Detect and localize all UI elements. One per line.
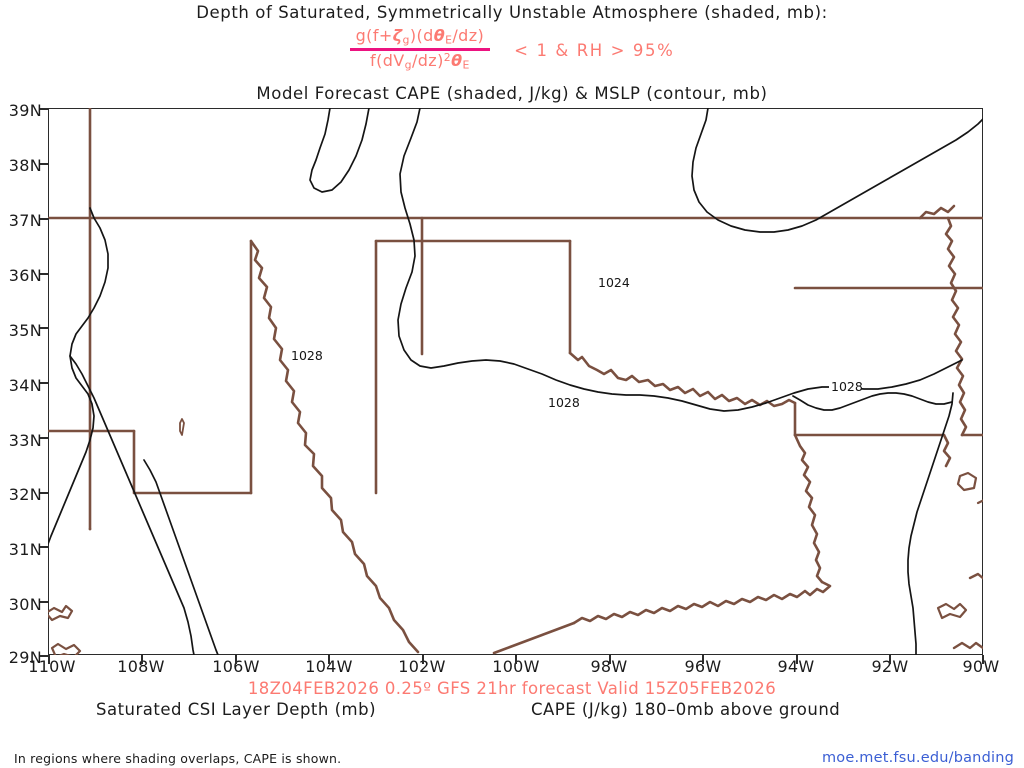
- formula-denominator: f(dVg/dz)2θE: [370, 51, 470, 72]
- source-link[interactable]: moe.met.fsu.edu/banding: [821, 750, 1014, 766]
- xtick-mark: [422, 655, 424, 664]
- ytick-mark: [40, 655, 49, 657]
- contour-label-halo: [289, 349, 321, 363]
- xtick-label-102w: 102W: [398, 657, 446, 676]
- contour-label: 1024: [598, 275, 630, 290]
- ytick-mark: [40, 108, 49, 110]
- ytick-label-38n: 38N: [8, 156, 42, 175]
- ytick-label-33n: 33N: [8, 431, 42, 450]
- xtick-mark: [328, 655, 330, 664]
- criterion-formula: g(f+ζg)(dθE/dz) f(dVg/dz)2θE < 1 & RH > …: [0, 26, 1024, 72]
- xtick-mark: [515, 655, 517, 664]
- ytick-label-32n: 32N: [8, 485, 42, 504]
- ytick-mark: [40, 327, 49, 329]
- contour-label-halo: [829, 380, 861, 394]
- fraction-bar: [349, 48, 491, 52]
- xtick-mark: [609, 655, 611, 664]
- ytick-mark: [40, 437, 49, 439]
- forecast-valid-line: 18Z04FEB2026 0.25º GFS 21hr forecast Val…: [247, 679, 777, 698]
- xtick-label-96w: 96W: [684, 657, 722, 676]
- map-plot[interactable]: 1024 1028 1028 1028: [48, 108, 983, 655]
- contour-label: 1028: [548, 395, 580, 410]
- xtick-label-92w: 92W: [871, 657, 909, 676]
- plot-frame: [48, 108, 983, 655]
- xtick-label-98w: 98W: [590, 657, 628, 676]
- mslp-contours: [48, 108, 983, 655]
- contour-label-halo: [596, 276, 628, 290]
- xtick-label-104w: 104W: [305, 657, 353, 676]
- contour-label: 1028: [291, 348, 323, 363]
- ytick-mark: [40, 546, 49, 548]
- ytick-label-29n: 29N: [8, 648, 42, 667]
- ytick-label-37n: 37N: [8, 211, 42, 230]
- ytick-mark: [40, 492, 49, 494]
- ytick-mark: [40, 601, 49, 603]
- ytick-mark: [40, 382, 49, 384]
- ytick-label-36n: 36N: [8, 266, 42, 285]
- ytick-label-35n: 35N: [8, 321, 42, 340]
- legend-csi-depth: Saturated CSI Layer Depth (mb): [96, 700, 377, 719]
- formula-numerator: g(f+ζg)(dθE/dz): [355, 26, 485, 47]
- ytick-mark: [40, 163, 49, 165]
- ytick-label-39n: 39N: [8, 101, 42, 120]
- xtick-label-90w: 90W: [962, 657, 1000, 676]
- page-subtitle: Model Forecast CAPE (shaded, J/kg) & MSL…: [256, 84, 768, 103]
- ytick-label-30n: 30N: [8, 595, 42, 614]
- contour-label-halo: [546, 396, 578, 410]
- xtick-label-94w: 94W: [777, 657, 815, 676]
- page-title: Depth of Saturated, Symmetrically Unstab…: [196, 3, 828, 22]
- map-canvas[interactable]: 1024 1028 1028 1028: [48, 108, 983, 655]
- ytick-mark: [40, 218, 49, 220]
- formula-fraction: g(f+ζg)(dθE/dz) f(dVg/dz)2θE: [349, 26, 491, 72]
- overlap-note: In regions where shading overlaps, CAPE …: [14, 751, 342, 766]
- xtick-mark: [235, 655, 237, 664]
- xtick-mark: [48, 655, 50, 664]
- xtick-label-110w: 110W: [28, 657, 76, 676]
- xtick-label-108w: 108W: [117, 657, 165, 676]
- xtick-mark: [141, 655, 143, 664]
- xtick-label-100w: 100W: [492, 657, 540, 676]
- xtick-mark: [702, 655, 704, 664]
- state-borders: [48, 108, 983, 655]
- ytick-label-34n: 34N: [8, 376, 42, 395]
- xtick-mark: [982, 655, 984, 664]
- xtick-label-106w: 106W: [212, 657, 260, 676]
- xtick-mark: [796, 655, 798, 664]
- xtick-mark: [889, 655, 891, 664]
- legend-cape: CAPE (J/kg) 180–0mb above ground: [531, 700, 841, 719]
- contour-label: 1028: [831, 379, 863, 394]
- contour-labels: 1024 1028 1028 1028: [289, 275, 863, 410]
- ytick-label-31n: 31N: [8, 540, 42, 559]
- chart-header: Depth of Saturated, Symmetrically Unstab…: [0, 0, 1024, 104]
- formula-condition: < 1 & RH > 95%: [514, 41, 675, 61]
- ytick-mark: [40, 273, 49, 275]
